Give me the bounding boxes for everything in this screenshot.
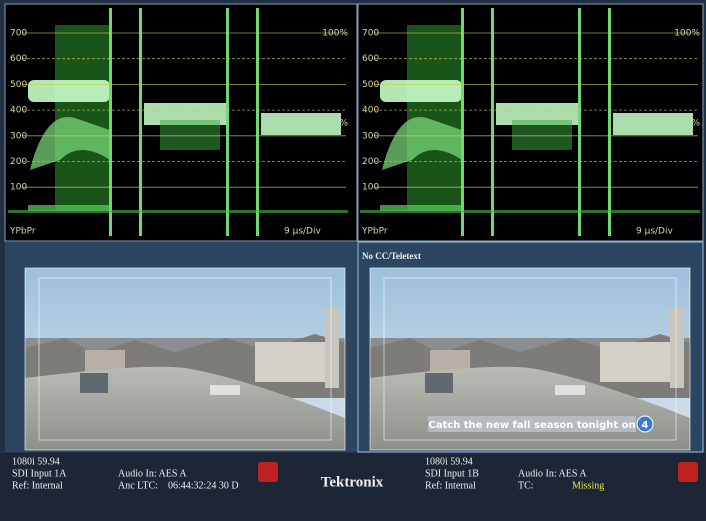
graticule-label: 300 [10, 131, 27, 141]
sweep-label: 9 µs/Div [636, 227, 673, 237]
graticule-label: 300 [362, 131, 379, 141]
caption: Catch the new fall season tonight on [428, 420, 635, 431]
page: No CC/Teletext Catch the new fall season… [0, 0, 706, 521]
graticule-label: 500 [10, 80, 27, 90]
percent-label: % [691, 118, 700, 128]
status-text: SDI Input 1B [425, 468, 479, 479]
graticule-label: 100 [362, 183, 379, 193]
status-text: SDI Input 1A [12, 468, 67, 479]
status-text: Ref: Internal [425, 480, 476, 491]
picture [25, 268, 345, 450]
status-text: TC: [518, 480, 534, 491]
overlay-label: No CC/Teletext [362, 251, 421, 261]
graticule-label: 100 [10, 183, 27, 193]
sweep-label: 9 µs/Div [284, 227, 321, 237]
alarm-icon [678, 462, 698, 482]
status-text: Ref: Internal [12, 480, 63, 491]
percent-label: % [339, 118, 348, 128]
status-text: Missing [572, 480, 604, 491]
format-label: YPbPr [9, 227, 36, 237]
alarm-icon [258, 462, 278, 482]
graticule-label: 600 [10, 54, 27, 64]
status-text: Audio In: AES A [518, 468, 587, 479]
channel-number: 4 [642, 420, 649, 431]
brand: Tektronix [321, 474, 384, 490]
status-text: Anc LTC: [118, 480, 158, 491]
format-label: YPbPr [361, 227, 388, 237]
status-text: 1080i 59.94 [425, 456, 473, 467]
graticule-label: 500 [362, 80, 379, 90]
status-text: 1080i 59.94 [12, 456, 60, 467]
graticule-label: 400 [362, 106, 379, 116]
screen: No CC/Teletext Catch the new fall season… [0, 0, 706, 521]
graticule-label: 200 [362, 157, 379, 167]
percent-label: 100% [322, 29, 348, 39]
graticule-label: 200 [10, 157, 27, 167]
graticule-label: 700 [10, 29, 27, 39]
status-text: 06:44:32:24 30 D [168, 480, 239, 491]
graticule-label: 700 [362, 29, 379, 39]
graticule-label: 400 [10, 106, 27, 116]
status-text: Audio In: AES A [118, 468, 187, 479]
graticule-label: 600 [362, 54, 379, 64]
percent-label: 100% [674, 29, 700, 39]
